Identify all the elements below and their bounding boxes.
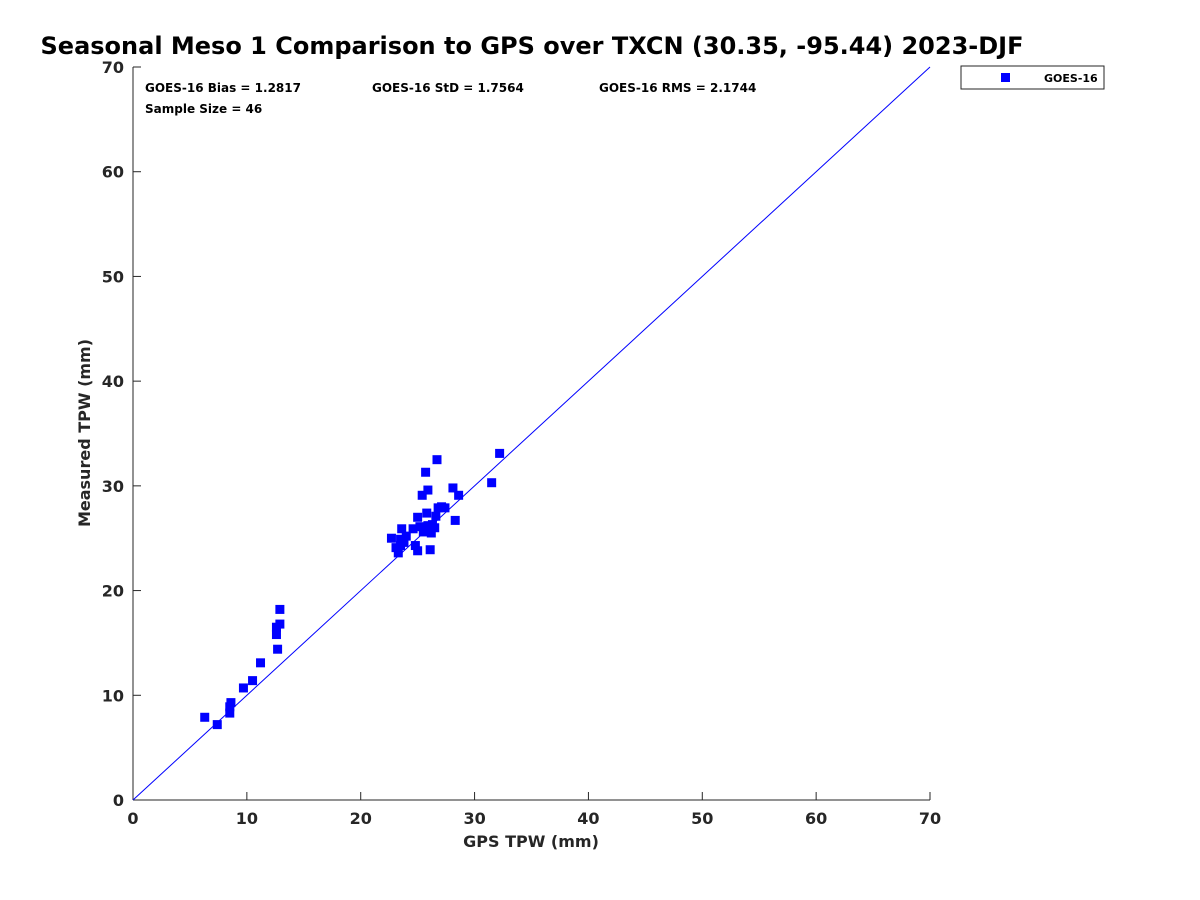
- data-point: [423, 485, 433, 495]
- legend: GOES-16: [960, 65, 1105, 90]
- rms-stat: GOES-16 RMS = 2.1744: [599, 81, 756, 95]
- x-tick-label: 60: [805, 809, 827, 828]
- data-point: [225, 708, 235, 718]
- data-point: [413, 512, 423, 522]
- x-axis-label: GPS TPW (mm): [463, 832, 599, 851]
- y-tick-label: 30: [102, 477, 124, 496]
- sample-size-stat: Sample Size = 46: [145, 102, 262, 116]
- data-point: [275, 604, 285, 614]
- y-tick-label: 10: [102, 686, 124, 705]
- plot-area: 0 10 20 30 40 50 60 70 0 10 20 30 40 50 60 70: [102, 58, 941, 828]
- data-point: [200, 712, 210, 722]
- y-tick-label: 70: [102, 58, 124, 77]
- data-point: [487, 478, 497, 488]
- data-point: [417, 490, 427, 500]
- y-tick-label: 60: [102, 163, 124, 182]
- data-point: [401, 531, 411, 541]
- y-tick-label: 0: [113, 791, 124, 810]
- data-point: [437, 502, 447, 512]
- data-point: [413, 546, 423, 556]
- chart-title: Seasonal Meso 1 Comparison to GPS over T…: [41, 32, 1024, 60]
- x-tick-label: 70: [919, 809, 941, 828]
- x-tick-label: 20: [350, 809, 372, 828]
- data-point: [238, 683, 248, 693]
- data-point: [421, 467, 431, 477]
- data-point: [410, 541, 420, 551]
- data-point: [391, 543, 401, 553]
- data-point: [495, 448, 505, 458]
- data-point: [448, 483, 458, 493]
- x-tick-label: 10: [236, 809, 258, 828]
- x-tick-label: 40: [577, 809, 599, 828]
- data-point: [393, 548, 403, 558]
- one-to-one-line: [132, 66, 931, 801]
- data-point: [226, 698, 236, 708]
- y-axis-label: Measured TPW (mm): [75, 339, 94, 527]
- std-stat: GOES-16 StD = 1.7564: [372, 81, 524, 95]
- data-point: [422, 508, 432, 518]
- data-point: [450, 515, 460, 525]
- legend-box: [960, 65, 1105, 90]
- data-point: [212, 720, 222, 730]
- x-tick-label: 30: [463, 809, 485, 828]
- data-point: [432, 455, 442, 465]
- legend-label: GOES-16: [1044, 72, 1098, 85]
- data-point: [431, 511, 441, 521]
- y-tick-label: 20: [102, 582, 124, 601]
- data-point: [386, 533, 396, 543]
- data-point: [273, 644, 283, 654]
- data-point: [426, 528, 436, 538]
- x-tick-label: 50: [691, 809, 713, 828]
- data-point: [454, 490, 464, 500]
- legend-marker: [1001, 73, 1010, 82]
- data-point: [418, 527, 428, 537]
- data-point: [423, 521, 433, 531]
- data-point: [248, 676, 258, 686]
- y-tick-label: 40: [102, 372, 124, 391]
- axis-ticks: 0 10 20 30 40 50 60 70 0 10 20 30 40 50 60 70: [102, 58, 941, 828]
- data-point: [408, 524, 418, 534]
- data-points: [200, 448, 505, 730]
- data-point: [397, 524, 407, 534]
- data-point: [271, 630, 281, 640]
- y-tick-label: 50: [102, 267, 124, 286]
- bias-stat: GOES-16 Bias = 1.2817: [145, 81, 301, 95]
- data-point: [415, 522, 425, 532]
- data-point: [256, 658, 266, 668]
- data-point: [396, 541, 406, 551]
- x-tick-label: 0: [127, 809, 138, 828]
- data-point: [430, 523, 440, 533]
- data-point: [425, 545, 435, 555]
- reference-line-group: [132, 66, 931, 801]
- data-point: [275, 619, 285, 629]
